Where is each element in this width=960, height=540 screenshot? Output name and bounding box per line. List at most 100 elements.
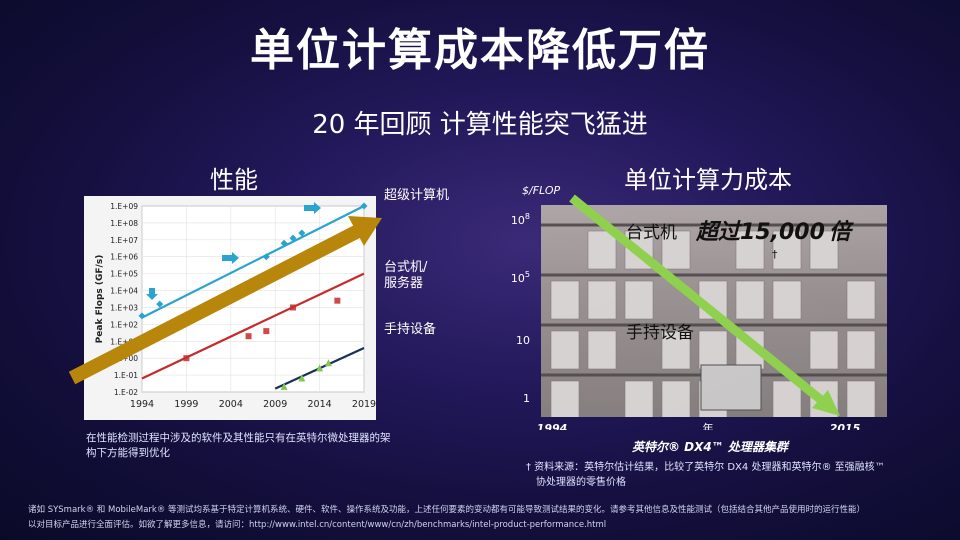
- left-panel-heading: 性能: [210, 166, 258, 194]
- pointer-arrow: [146, 288, 158, 300]
- right-y-unit: $/FLOP: [522, 184, 561, 197]
- y-tick-label: 1.E+02: [110, 320, 138, 329]
- highlight-number: 15,000: [740, 220, 825, 245]
- trend-arrow-overlay: [68, 216, 382, 385]
- label-desktop-line2: 服务器: [384, 276, 424, 291]
- performance-chart: 1.E-021.E-011.E+001.E+011.E+021.E+031.E+…: [84, 196, 376, 420]
- pc-unit: [587, 330, 617, 370]
- y-tick-label: 1.E+06: [110, 253, 138, 262]
- x-tick-label: 1994: [130, 399, 154, 410]
- data-point: [245, 333, 252, 340]
- cost-chart-axes: 108 105 10 1 1994 2015 年: [511, 194, 861, 430]
- right-footnote-line2: 协处理器的零售价格: [536, 477, 626, 488]
- pc-unit: [809, 230, 839, 270]
- y-tick-label: 1.E+09: [110, 202, 138, 211]
- monitor: [700, 364, 762, 411]
- pc-unit: [735, 280, 765, 320]
- label-desktop-line1: 台式机/: [384, 260, 428, 275]
- data-point: [289, 234, 297, 242]
- cost-x-tick-label: 2015: [830, 422, 861, 430]
- right-handheld-label: 手持设备: [626, 323, 694, 343]
- cost-y-tick-label: 10: [516, 334, 530, 347]
- cost-x-axis-label: 年: [703, 421, 714, 430]
- pc-unit: [550, 380, 580, 417]
- cost-decline-line: [569, 194, 829, 408]
- cost-decline-arrowhead: [812, 390, 840, 416]
- trend-arrow-head: [348, 216, 382, 246]
- pc-unit: [661, 230, 691, 270]
- cost-y-tick-label: 1: [523, 392, 530, 405]
- left-footnote: 在性能检测过程中涉及的软件及其性能只有在英特尔微处理器的架构下方能得到优化: [86, 432, 391, 459]
- disclaimer-line1: 诸如 SYSmark® 和 MobileMark® 等测试均系基于特定计算机系统…: [28, 505, 866, 515]
- right-footnote: † 资料来源：英特尔估计结果，比较了英特尔 DX4 处理器和英特尔® 至强融核™…: [526, 460, 926, 490]
- page-subtitle: 20 年回顾 计算性能突飞猛进: [312, 110, 648, 140]
- pc-unit: [587, 280, 617, 320]
- data-point: [316, 364, 324, 372]
- data-point: [298, 374, 306, 382]
- pc-unit: [587, 230, 617, 270]
- pointer-arrow: [222, 252, 239, 264]
- x-tick-label: 2019: [352, 399, 376, 410]
- y-tick-label: 1.E+03: [110, 303, 138, 312]
- y-axis-label: Peak Flops (GF/s): [95, 255, 105, 344]
- cost-x-tick-label: 1994: [537, 422, 568, 430]
- y-tick-label: 1.E+05: [110, 270, 138, 279]
- data-point: [334, 297, 341, 304]
- label-supercomputer: 超级计算机: [384, 188, 450, 203]
- trend-arrow-shaft: [68, 223, 364, 385]
- highlight-text: 超过15,000 倍: [696, 214, 851, 246]
- pc-unit: [624, 280, 654, 320]
- right-desktop-label: 台式机: [626, 223, 677, 243]
- cluster-photo-svg: [541, 223, 887, 417]
- x-tick-label: 2009: [263, 399, 287, 410]
- y-tick-label: 1.E-01: [114, 371, 138, 380]
- y-tick-label: 1.E+07: [110, 236, 138, 245]
- x-tick-label: 2014: [308, 399, 332, 410]
- right-panel-heading: 单位计算力成本: [624, 166, 792, 194]
- y-tick-label: 1.E-02: [114, 388, 138, 397]
- data-point: [280, 239, 288, 247]
- pc-unit: [624, 380, 654, 417]
- pc-unit: [550, 330, 580, 370]
- data-point: [298, 229, 306, 237]
- trend-line: [141, 205, 365, 319]
- data-point: [262, 253, 270, 261]
- x-tick-label: 1999: [174, 399, 198, 410]
- dagger-mark: †: [772, 248, 778, 261]
- cost-y-tick-label: 108: [511, 212, 530, 227]
- trend-line: [141, 272, 365, 380]
- pc-unit: [661, 330, 691, 370]
- pc-unit: [772, 380, 802, 417]
- page-title: 单位计算成本降低万倍: [250, 25, 710, 76]
- y-tick-label: 1.E+04: [110, 287, 138, 296]
- pc-unit: [772, 280, 802, 320]
- data-point: [324, 359, 332, 367]
- y-tick-label: 1.E+08: [110, 219, 138, 228]
- pc-unit: [772, 230, 802, 270]
- right-footnote-line1: † 资料来源：英特尔估计结果，比较了英特尔 DX4 处理器和英特尔® 至强融核™: [526, 462, 885, 473]
- legal-disclaimer: 诸如 SYSmark® 和 MobileMark® 等测试均系基于特定计算机系统…: [28, 503, 938, 533]
- data-point: [360, 202, 368, 210]
- highlight-prefix: 超过: [696, 220, 741, 245]
- pc-unit: [846, 330, 876, 370]
- pc-unit: [846, 380, 876, 417]
- right-caption: 英特尔® DX4™ 处理器集群: [632, 440, 788, 454]
- pc-unit: [735, 230, 765, 270]
- pc-unit: [846, 280, 876, 320]
- pointer-arrow: [304, 202, 321, 214]
- dx4-cluster-photo: [541, 205, 887, 417]
- data-point: [138, 312, 146, 320]
- highlight-suffix: 倍: [828, 220, 851, 245]
- pc-unit: [661, 380, 691, 417]
- data-point: [183, 355, 190, 362]
- label-handheld: 手持设备: [384, 322, 437, 337]
- pc-unit: [550, 280, 580, 320]
- performance-chart-svg: 1.E-021.E-011.E+001.E+011.E+021.E+031.E+…: [95, 202, 376, 410]
- data-point: [280, 382, 288, 390]
- data-point: [156, 300, 164, 308]
- data-point: [289, 304, 296, 311]
- pc-unit: [809, 330, 839, 370]
- disclaimer-line2: 以对目标产品进行全面评估。如欲了解更多信息，请访问：http://www.int…: [28, 520, 607, 530]
- x-tick-label: 2004: [219, 399, 243, 410]
- cost-y-tick-label: 105: [511, 270, 530, 285]
